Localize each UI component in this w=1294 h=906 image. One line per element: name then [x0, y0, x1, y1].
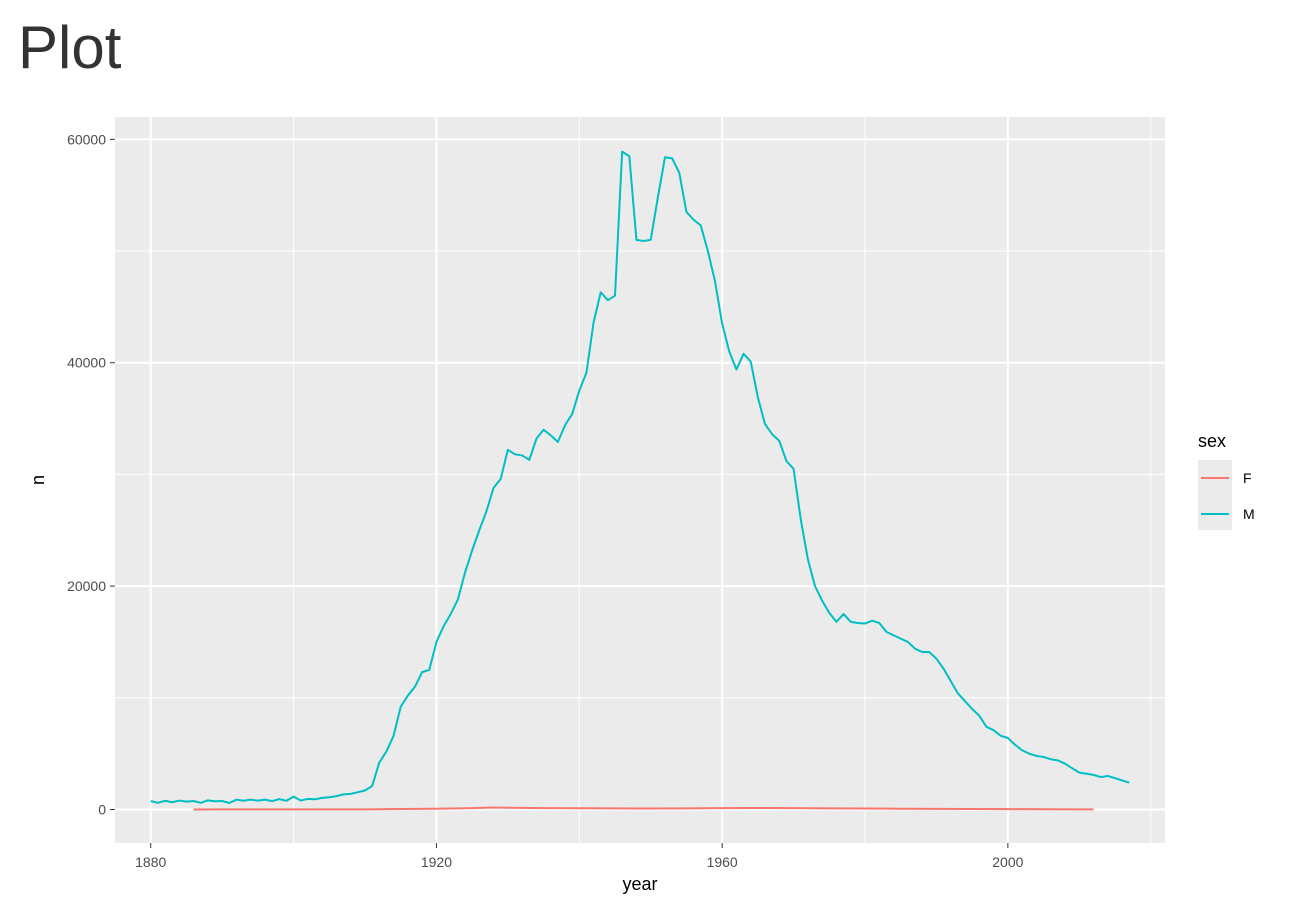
legend-label-F: F: [1243, 470, 1252, 486]
y-axis: 0 20000 40000 60000: [67, 131, 115, 817]
legend-keys-background: [1198, 460, 1232, 530]
x-axis-title: year: [622, 874, 657, 894]
series-line-F: [193, 806, 1094, 811]
series-layer: [150, 150, 1130, 811]
grid-major: [115, 117, 1165, 843]
y-tick-label-3: 60000: [67, 131, 106, 147]
legend-label-M: M: [1243, 506, 1255, 522]
plot-panel: [115, 117, 1165, 843]
page-title: Plot: [18, 14, 122, 81]
x-tick-label-0: 1880: [135, 854, 166, 870]
x-tick-label-3: 2000: [992, 854, 1023, 870]
x-tick-label-2: 1960: [707, 854, 738, 870]
grid-minor: [115, 117, 1165, 843]
series-line-M: [150, 150, 1130, 805]
y-tick-label-1: 20000: [67, 578, 106, 594]
y-tick-label-0: 0: [98, 801, 106, 817]
legend-title: sex: [1198, 431, 1226, 451]
y-tick-label-2: 40000: [67, 355, 106, 371]
x-tick-label-1: 1920: [421, 854, 452, 870]
legend: sex F M: [1198, 431, 1255, 530]
y-axis-title: n: [28, 475, 48, 485]
x-axis: 1880 1920 1960 2000: [135, 843, 1024, 870]
